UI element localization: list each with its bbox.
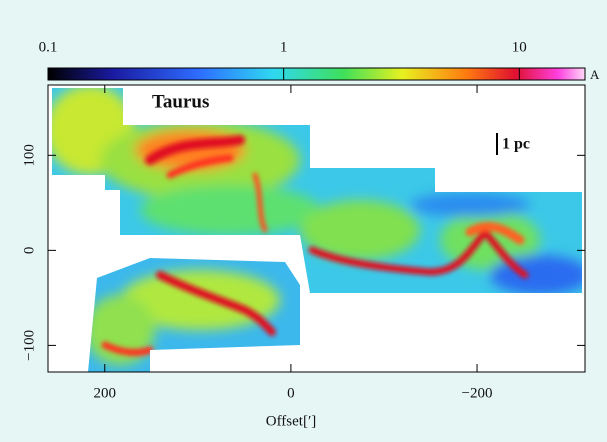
y-tick-label: 100 [21, 144, 37, 167]
colorbar [48, 68, 585, 80]
colorbar-tick-label: 0.1 [39, 39, 58, 55]
x-tick-label: 0 [287, 385, 295, 401]
x-tick-label: 200 [94, 385, 117, 401]
x-axis-label: Offset[′] [266, 413, 317, 429]
colorbar-tick-label: 1 [280, 39, 288, 55]
y-tick-label: −100 [21, 330, 37, 361]
colorbar-label: A [590, 67, 600, 82]
x-tick-label: −200 [462, 385, 493, 401]
colorbar-tick-label: 10 [512, 39, 527, 55]
y-tick-label: 0 [21, 247, 37, 255]
scale-label: 1 pc [502, 136, 530, 153]
region-label: Taurus [152, 91, 209, 112]
chart: Taurus 1 pc Offset[′] A 2000−200−1000100… [0, 0, 607, 442]
